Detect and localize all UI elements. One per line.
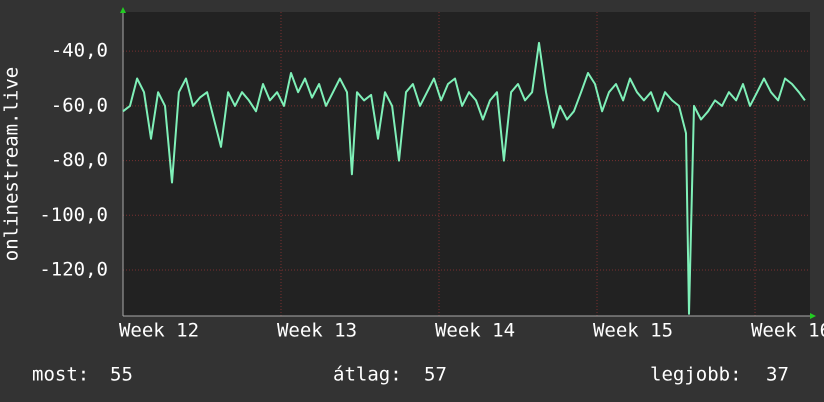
stat-label: most: <box>32 364 89 386</box>
stat-value: 37 <box>766 364 789 386</box>
y-tick-label: -60,0 <box>51 94 108 116</box>
x-arrow <box>810 313 816 319</box>
y-tick-label: -100,0 <box>39 204 108 226</box>
stat-label: legjobb: <box>650 364 742 386</box>
stat-label: átlag: <box>333 364 402 386</box>
x-tick-label: Week 14 <box>435 320 515 342</box>
stat-value: 55 <box>110 364 133 386</box>
series-line <box>122 41 806 315</box>
y-tick-label: -120,0 <box>39 259 108 281</box>
y-tick-label: -40,0 <box>51 40 108 62</box>
plot-area <box>123 12 810 316</box>
x-tick-label: Week 13 <box>277 320 357 342</box>
y-arrow <box>120 7 126 13</box>
y-axis-label: onlinestream.live <box>1 67 23 261</box>
y-tick-label: -80,0 <box>51 149 108 171</box>
x-tick-label: Week 16 <box>751 320 824 342</box>
x-tick-label: Week 12 <box>119 320 199 342</box>
stat-value: 57 <box>424 364 447 386</box>
grid <box>122 12 810 316</box>
x-tick-label: Week 15 <box>593 320 673 342</box>
